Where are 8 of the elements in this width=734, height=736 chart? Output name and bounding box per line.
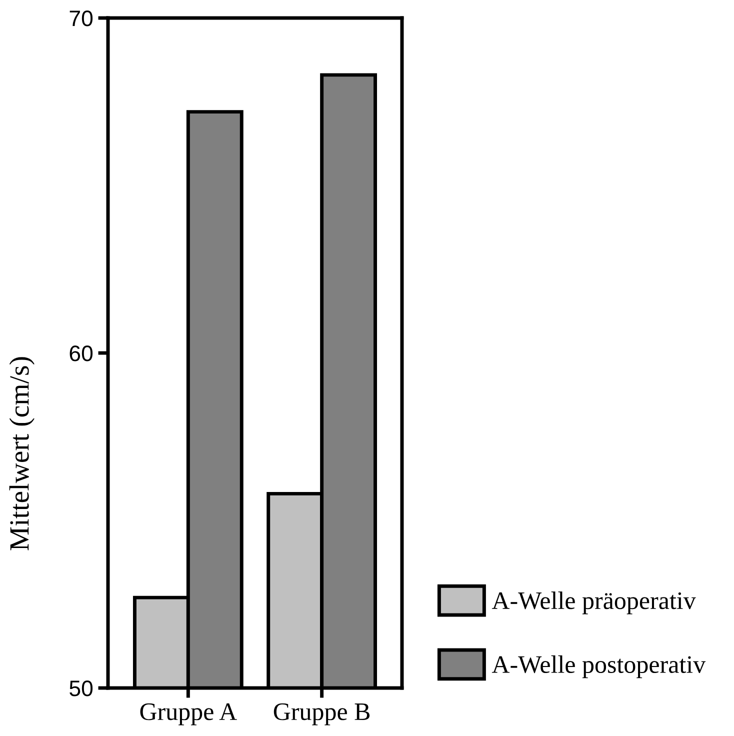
y-tick-label: 70 xyxy=(70,10,93,26)
y-tick-label: 60 xyxy=(70,346,93,362)
y-tick-label: 50 xyxy=(70,680,93,696)
x-tick-label: Gruppe B xyxy=(274,703,370,726)
legend-label: A-Welle präoperativ xyxy=(492,592,696,614)
y-axis-title: Mittelwert (cm/s) xyxy=(9,357,34,550)
legend-label: A-Welle postoperativ xyxy=(492,655,706,678)
x-tick-label: Gruppe A xyxy=(140,703,237,726)
